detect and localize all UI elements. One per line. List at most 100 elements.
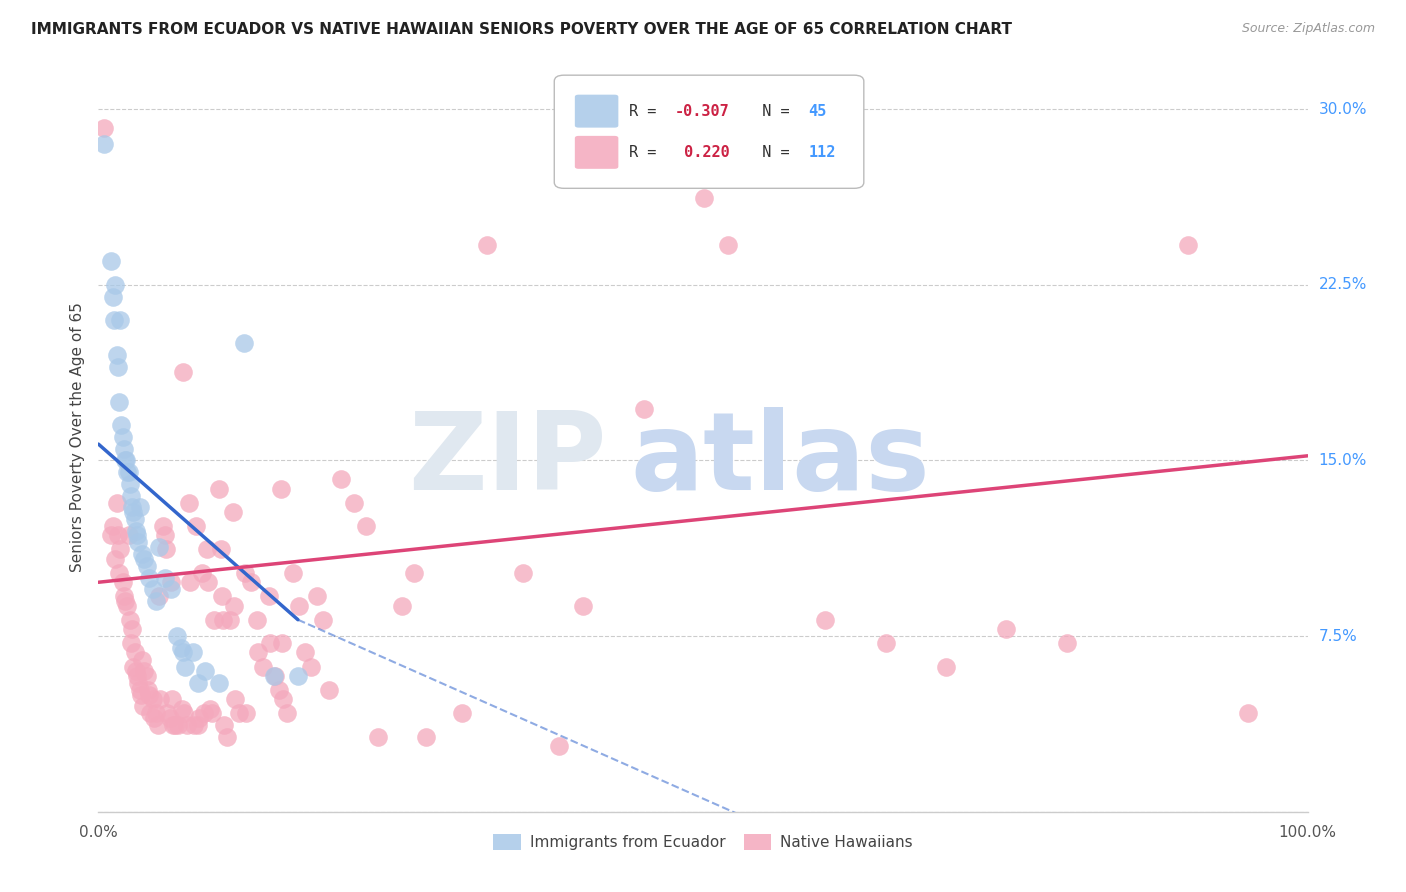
Point: [263, 669, 285, 683]
Point: [1177, 238, 1199, 252]
Point: [170, 701, 193, 715]
Point: [814, 613, 837, 627]
Point: [114, 594, 136, 608]
Point: [174, 659, 197, 673]
Point: [156, 706, 179, 721]
Point: [155, 542, 177, 557]
Point: [108, 566, 131, 580]
Point: [128, 683, 150, 698]
Point: [415, 730, 437, 744]
Point: [107, 528, 129, 542]
Point: [124, 646, 146, 660]
Point: [117, 465, 139, 479]
Text: ZIP: ZIP: [408, 407, 606, 513]
Point: [209, 542, 232, 557]
Point: [148, 590, 170, 604]
Point: [201, 706, 224, 721]
Point: [131, 547, 153, 561]
Point: [548, 739, 571, 753]
Point: [145, 706, 167, 721]
Point: [142, 692, 165, 706]
Point: [247, 646, 270, 660]
Point: [159, 711, 181, 725]
Text: -0.307: -0.307: [675, 103, 730, 119]
Point: [312, 613, 335, 627]
Point: [572, 599, 595, 613]
Point: [287, 669, 309, 683]
Text: 22.5%: 22.5%: [1319, 277, 1367, 293]
Point: [512, 566, 534, 580]
Point: [111, 430, 134, 444]
Point: [342, 495, 364, 509]
Point: [143, 711, 166, 725]
Point: [160, 582, 183, 597]
Point: [186, 519, 208, 533]
Point: [101, 289, 124, 303]
Point: [131, 652, 153, 666]
Point: [148, 540, 170, 554]
Point: [103, 313, 125, 327]
Point: [104, 277, 127, 292]
Point: [135, 669, 157, 683]
Point: [232, 336, 254, 351]
Point: [693, 191, 716, 205]
Point: [307, 590, 329, 604]
Point: [122, 505, 145, 519]
Text: 45: 45: [808, 103, 827, 119]
Point: [160, 575, 183, 590]
Point: [134, 664, 156, 679]
Point: [299, 659, 322, 673]
Point: [187, 718, 209, 732]
Point: [115, 453, 138, 467]
Point: [187, 676, 209, 690]
Point: [167, 718, 190, 732]
Point: [111, 575, 134, 590]
Text: 112: 112: [808, 145, 835, 160]
Point: [142, 582, 165, 597]
Point: [212, 718, 235, 732]
Text: atlas: atlas: [630, 407, 931, 513]
Point: [294, 646, 316, 660]
Point: [135, 558, 157, 573]
Point: [252, 659, 274, 673]
Point: [194, 664, 217, 679]
Point: [100, 528, 122, 542]
FancyBboxPatch shape: [575, 136, 619, 169]
Point: [179, 575, 201, 590]
FancyBboxPatch shape: [554, 75, 863, 188]
Point: [117, 599, 139, 613]
Point: [221, 505, 243, 519]
Point: [128, 500, 150, 515]
Point: [108, 542, 131, 557]
Point: [136, 683, 159, 698]
Text: R =: R =: [630, 103, 666, 119]
Point: [118, 528, 141, 542]
Point: [367, 730, 389, 744]
Text: R =: R =: [630, 145, 666, 160]
Point: [172, 646, 194, 660]
Point: [108, 395, 131, 409]
Point: [125, 524, 148, 538]
Point: [93, 137, 115, 152]
Point: [191, 566, 214, 580]
Point: [179, 495, 201, 509]
Point: [112, 590, 135, 604]
Point: [318, 683, 340, 698]
Point: [173, 706, 195, 721]
Point: [187, 711, 209, 725]
Point: [195, 542, 218, 557]
Point: [153, 528, 176, 542]
Point: [875, 636, 897, 650]
Point: [114, 453, 136, 467]
Point: [212, 613, 235, 627]
Point: [215, 730, 238, 744]
Point: [101, 519, 124, 533]
Point: [138, 571, 160, 585]
Point: [264, 669, 287, 683]
Point: [127, 676, 149, 690]
Text: 7.5%: 7.5%: [1319, 629, 1357, 644]
Point: [935, 659, 957, 673]
Y-axis label: Seniors Poverty Over the Age of 65: Seniors Poverty Over the Age of 65: [69, 302, 84, 572]
Point: [104, 551, 127, 566]
Text: IMMIGRANTS FROM ECUADOR VS NATIVE HAWAIIAN SENIORS POVERTY OVER THE AGE OF 65 CO: IMMIGRANTS FROM ECUADOR VS NATIVE HAWAII…: [31, 22, 1012, 37]
